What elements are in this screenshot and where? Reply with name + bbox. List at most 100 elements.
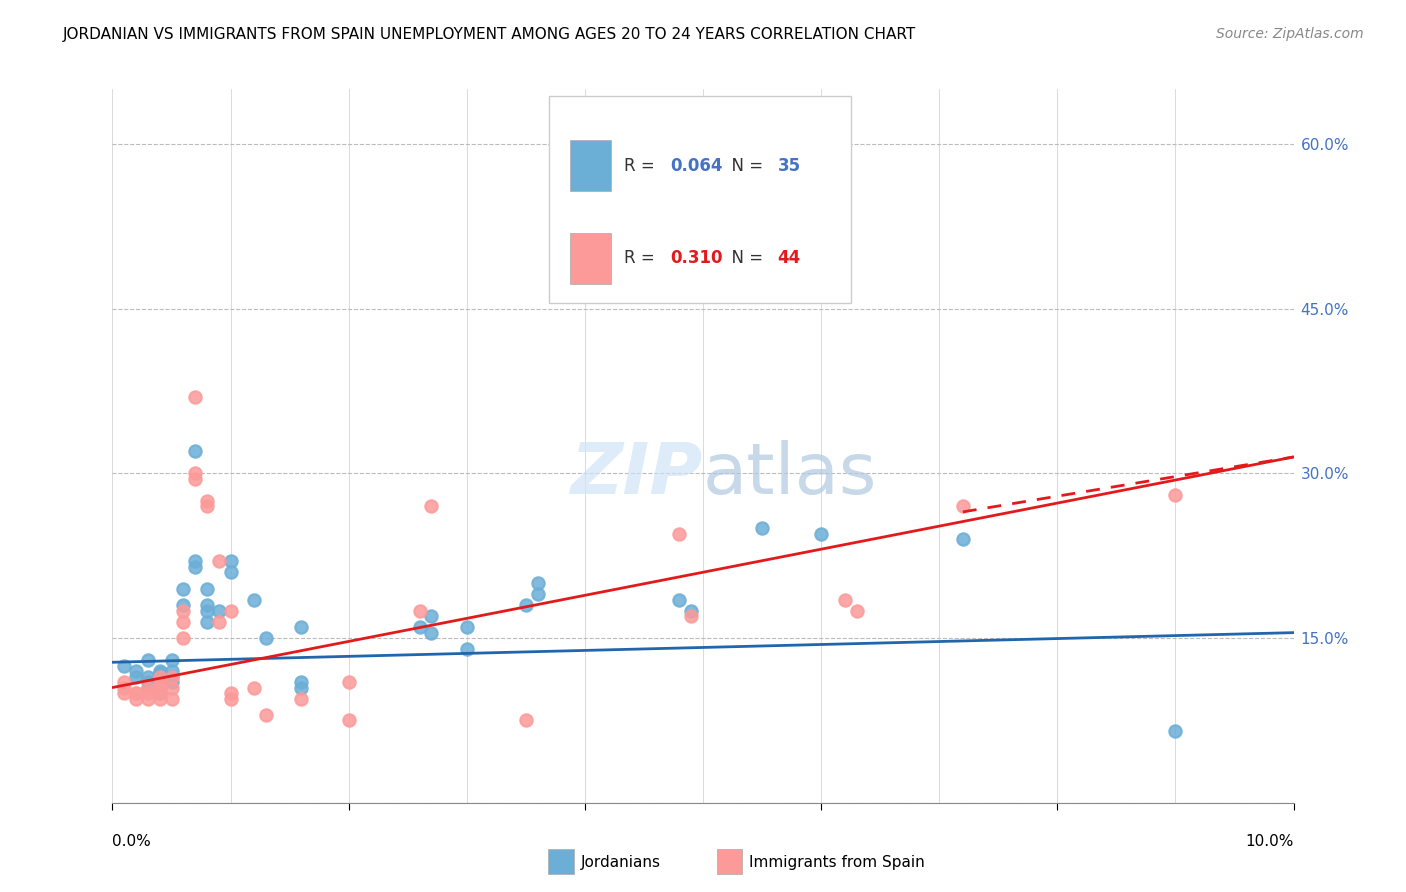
Text: Immigrants from Spain: Immigrants from Spain	[749, 855, 925, 870]
Point	[184, 559, 207, 574]
Point	[515, 598, 537, 612]
Point	[136, 669, 159, 683]
Point	[219, 604, 242, 618]
Point	[160, 675, 183, 690]
Text: ZIP: ZIP	[571, 440, 703, 509]
Point	[172, 615, 194, 629]
Point	[195, 604, 218, 618]
Point	[668, 526, 690, 541]
Point	[149, 686, 172, 700]
Point	[160, 691, 183, 706]
Point	[160, 653, 183, 667]
Point	[149, 681, 172, 695]
FancyBboxPatch shape	[550, 96, 851, 303]
Point	[160, 669, 183, 683]
Text: N =: N =	[721, 157, 768, 175]
Point	[526, 587, 548, 601]
Point	[184, 390, 207, 404]
Point	[125, 669, 148, 683]
Point	[136, 686, 159, 700]
Point	[290, 691, 312, 706]
Point	[149, 666, 172, 681]
Point	[952, 500, 974, 514]
Point	[219, 686, 242, 700]
Point	[149, 675, 172, 690]
Point	[208, 615, 231, 629]
Point	[136, 681, 159, 695]
Text: Jordanians: Jordanians	[581, 855, 661, 870]
Point	[243, 681, 266, 695]
Point	[172, 582, 194, 596]
FancyBboxPatch shape	[569, 233, 610, 284]
Point	[184, 472, 207, 486]
Point	[668, 592, 690, 607]
Point	[125, 664, 148, 678]
Point	[184, 467, 207, 481]
Point	[254, 708, 277, 723]
Point	[195, 494, 218, 508]
Point	[149, 669, 172, 683]
Point	[125, 686, 148, 700]
Point	[834, 592, 856, 607]
Text: N =: N =	[721, 250, 768, 268]
Text: 35: 35	[778, 157, 800, 175]
Point	[420, 500, 443, 514]
Point	[136, 653, 159, 667]
Point	[810, 526, 832, 541]
Point	[125, 691, 148, 706]
Point	[219, 554, 242, 568]
Point	[254, 631, 277, 645]
Point	[208, 554, 231, 568]
Point	[195, 582, 218, 596]
Point	[952, 533, 974, 547]
Point	[112, 675, 135, 690]
Text: 0.064: 0.064	[669, 157, 723, 175]
Text: Source: ZipAtlas.com: Source: ZipAtlas.com	[1216, 27, 1364, 41]
Point	[195, 615, 218, 629]
Point	[243, 592, 266, 607]
Point	[337, 675, 360, 690]
Point	[219, 566, 242, 580]
Point	[290, 620, 312, 634]
Point	[290, 681, 312, 695]
Point	[195, 500, 218, 514]
Point	[184, 444, 207, 458]
Point	[751, 521, 773, 535]
Point	[149, 669, 172, 683]
Point	[172, 631, 194, 645]
Point	[337, 714, 360, 728]
Point	[149, 664, 172, 678]
Point	[420, 609, 443, 624]
Text: R =: R =	[624, 157, 659, 175]
Point	[160, 664, 183, 678]
Point	[290, 675, 312, 690]
Point	[149, 691, 172, 706]
Text: 0.0%: 0.0%	[112, 834, 152, 849]
Point	[208, 604, 231, 618]
Point	[408, 604, 430, 618]
Point	[420, 625, 443, 640]
Point	[160, 669, 183, 683]
Point	[456, 620, 478, 634]
Text: 44: 44	[778, 250, 800, 268]
Text: 10.0%: 10.0%	[1246, 834, 1294, 849]
Point	[136, 691, 159, 706]
FancyBboxPatch shape	[569, 140, 610, 191]
Point	[195, 598, 218, 612]
Point	[112, 686, 135, 700]
Point	[526, 576, 548, 591]
Point	[845, 604, 868, 618]
Point	[160, 681, 183, 695]
Text: R =: R =	[624, 250, 659, 268]
Point	[112, 658, 135, 673]
Point	[681, 604, 703, 618]
Point	[125, 686, 148, 700]
Point	[112, 681, 135, 695]
Point	[1164, 724, 1187, 739]
Point	[681, 609, 703, 624]
Point	[456, 642, 478, 657]
Point	[408, 620, 430, 634]
Point	[1164, 488, 1187, 502]
Point	[219, 691, 242, 706]
Point	[184, 554, 207, 568]
